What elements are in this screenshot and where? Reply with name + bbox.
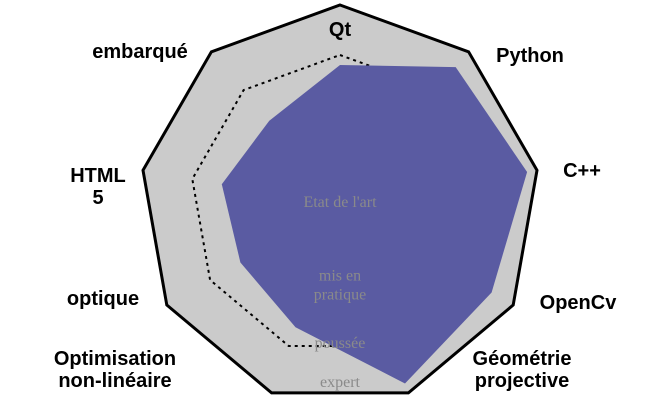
axis-label-line: Python bbox=[496, 45, 564, 67]
axis-label-line: C++ bbox=[563, 160, 601, 182]
level-label-line: expert bbox=[320, 374, 361, 391]
level-label-line: Etat de l'art bbox=[303, 194, 377, 211]
axis-label-5: Optimisation non-linéaire bbox=[54, 348, 176, 392]
axis-label-line: embarqué bbox=[92, 41, 188, 63]
level-label-line: mis en bbox=[319, 268, 361, 285]
level-label-3: poussée bbox=[315, 335, 366, 352]
level-label-4: expert bbox=[320, 374, 361, 391]
axis-label-2: C++ bbox=[563, 160, 601, 182]
level-label-1: Etat de l'art bbox=[303, 194, 377, 211]
axis-label-3: OpenCv bbox=[540, 292, 618, 314]
axis-label-0: Qt bbox=[329, 19, 352, 41]
axis-label-7: HTML 5 bbox=[70, 165, 126, 209]
axis-label-line: projective bbox=[475, 370, 569, 392]
axis-label-8: embarqué bbox=[92, 41, 188, 63]
axis-label-4: Géométrie projective bbox=[473, 348, 572, 392]
axis-label-line: OpenCv bbox=[540, 292, 618, 314]
axis-label-line: Optimisation bbox=[54, 348, 176, 370]
axis-label-6: optique bbox=[67, 288, 139, 310]
axis-label-line: Qt bbox=[329, 19, 352, 41]
level-label-line: poussée bbox=[315, 335, 366, 352]
axis-label-line: Géométrie bbox=[473, 348, 572, 370]
axis-label-line: non-linéaire bbox=[58, 370, 171, 392]
axis-label-line: optique bbox=[67, 288, 139, 310]
axis-label-line: 5 bbox=[92, 187, 103, 209]
level-label-line: pratique bbox=[314, 287, 366, 304]
axis-label-line: HTML bbox=[70, 165, 126, 187]
axis-label-1: Python bbox=[496, 45, 564, 67]
